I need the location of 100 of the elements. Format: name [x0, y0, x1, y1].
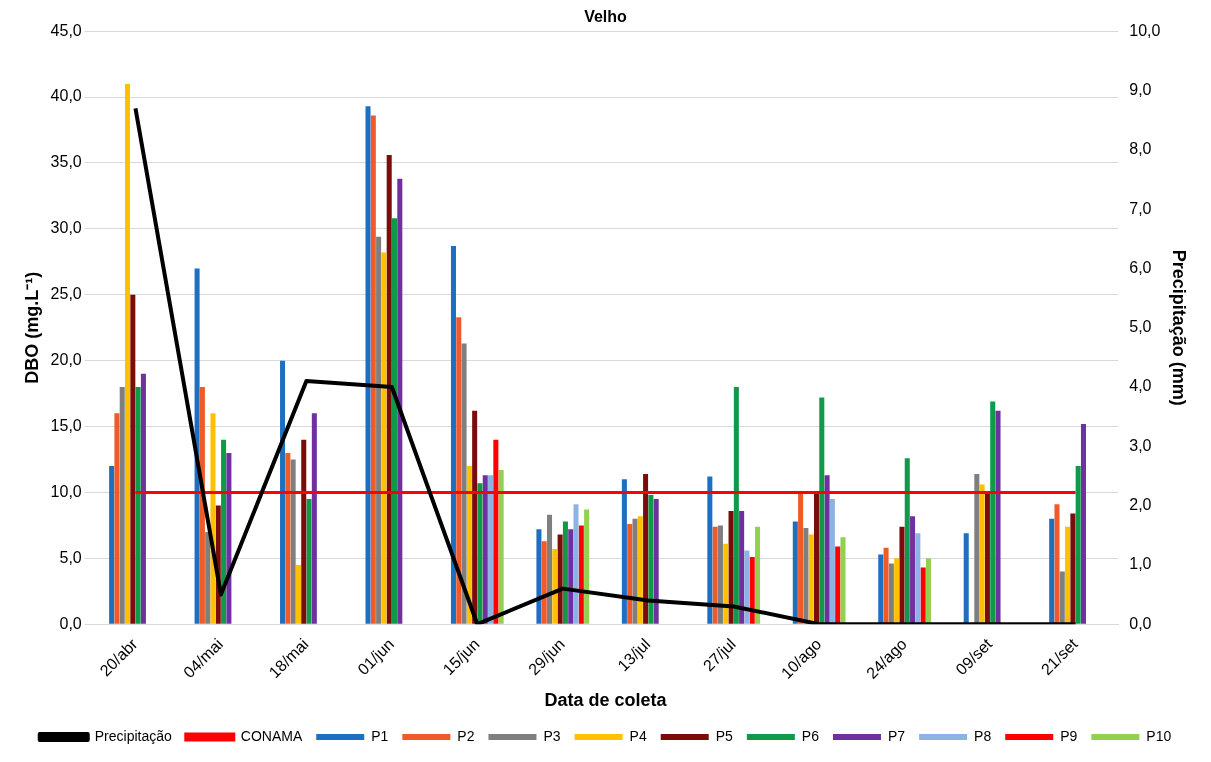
- bar: [744, 550, 750, 624]
- bar: [803, 528, 809, 624]
- y2-tick-label: 9,0: [1129, 80, 1152, 98]
- bar: [798, 492, 804, 624]
- y-tick-label: 40,0: [50, 87, 82, 105]
- y-tick-label: 0,0: [59, 614, 82, 632]
- bar: [899, 526, 905, 624]
- bar: [119, 387, 125, 624]
- bar: [723, 543, 729, 624]
- bar: [888, 563, 894, 624]
- bar: [904, 458, 910, 624]
- bar: [381, 252, 387, 624]
- bar: [739, 510, 745, 624]
- bar: [728, 510, 734, 624]
- bar: [397, 178, 403, 624]
- bar: [477, 483, 483, 624]
- bar: [386, 155, 392, 624]
- bar: [925, 558, 931, 624]
- bar: [632, 518, 638, 624]
- bar: [578, 525, 584, 624]
- bar: [648, 495, 654, 624]
- bar: [536, 529, 542, 624]
- y2-tick-label: 8,0: [1129, 140, 1152, 158]
- bar: [109, 466, 115, 624]
- bar: [547, 514, 553, 624]
- bar: [205, 531, 211, 624]
- y2-tick-label: 6,0: [1129, 258, 1152, 276]
- bar: [840, 537, 846, 624]
- bar: [920, 567, 926, 624]
- bar: [749, 557, 755, 624]
- y2-tick-label: 7,0: [1129, 199, 1152, 217]
- y-tick-label: 5,0: [59, 548, 82, 566]
- bar: [1065, 526, 1071, 624]
- bar: [813, 492, 820, 624]
- bar: [199, 387, 205, 624]
- bar: [130, 294, 136, 624]
- bar: [557, 534, 563, 624]
- bar: [568, 529, 574, 624]
- bar: [226, 452, 232, 624]
- bar: [1075, 466, 1081, 624]
- bar: [456, 317, 462, 624]
- y-tick-label: 10,0: [50, 482, 82, 500]
- bar: [140, 373, 146, 624]
- y2-tick-label: 1,0: [1129, 555, 1152, 573]
- legend-label: P2: [457, 727, 475, 744]
- bar: [733, 387, 739, 624]
- bar: [910, 516, 916, 624]
- legend-label: P6: [801, 727, 820, 744]
- bar: [712, 526, 718, 624]
- y-tick-label: 35,0: [50, 153, 82, 171]
- bar: [963, 533, 969, 624]
- bar: [573, 504, 579, 624]
- legend-label: P1: [371, 727, 389, 744]
- legend-label: P8: [974, 727, 992, 744]
- bar: [461, 343, 467, 624]
- bar: [990, 401, 996, 624]
- bar: [621, 479, 627, 624]
- bar: [653, 499, 659, 624]
- y2-tick-label: 4,0: [1129, 377, 1152, 395]
- legend-label: P10: [1146, 727, 1172, 744]
- bar: [311, 413, 317, 624]
- bar: [472, 410, 478, 624]
- bar: [488, 475, 494, 624]
- bar: [707, 476, 713, 624]
- y2-tick-label: 0,0: [1129, 614, 1152, 632]
- legend-label: P5: [715, 727, 734, 744]
- bar: [290, 459, 296, 624]
- bar: [125, 83, 131, 624]
- bar: [829, 499, 835, 624]
- y2-axis-title: Precipitação (mm): [1169, 249, 1190, 406]
- bar: [450, 246, 456, 624]
- y-tick-label: 45,0: [50, 21, 82, 39]
- legend-label: P4: [629, 727, 647, 744]
- y2-tick-label: 10,0: [1129, 21, 1161, 39]
- bar: [280, 360, 286, 624]
- bar: [1049, 518, 1055, 624]
- bar: [883, 547, 889, 624]
- bar: [627, 524, 633, 624]
- bar: [984, 492, 990, 624]
- bar: [979, 484, 985, 624]
- bar: [1054, 504, 1060, 624]
- bar: [562, 521, 568, 624]
- bar: [285, 452, 291, 624]
- bar: [1080, 423, 1086, 624]
- bar: [541, 541, 547, 624]
- legend-label: Precipitação: [94, 727, 172, 744]
- y-tick-label: 20,0: [50, 351, 82, 369]
- legend-label: P7: [887, 727, 906, 744]
- y-axis-title: DBO (mg.L⁻¹): [21, 271, 42, 384]
- bar: [819, 397, 825, 624]
- bar: [915, 533, 921, 624]
- bar: [878, 554, 884, 624]
- legend-label: CONAMA: [240, 727, 303, 744]
- bar: [637, 516, 643, 624]
- bar: [792, 521, 798, 624]
- bar: [835, 546, 841, 624]
- bar: [376, 236, 382, 624]
- bar: [301, 439, 307, 624]
- bar: [391, 218, 398, 624]
- bar: [755, 526, 761, 624]
